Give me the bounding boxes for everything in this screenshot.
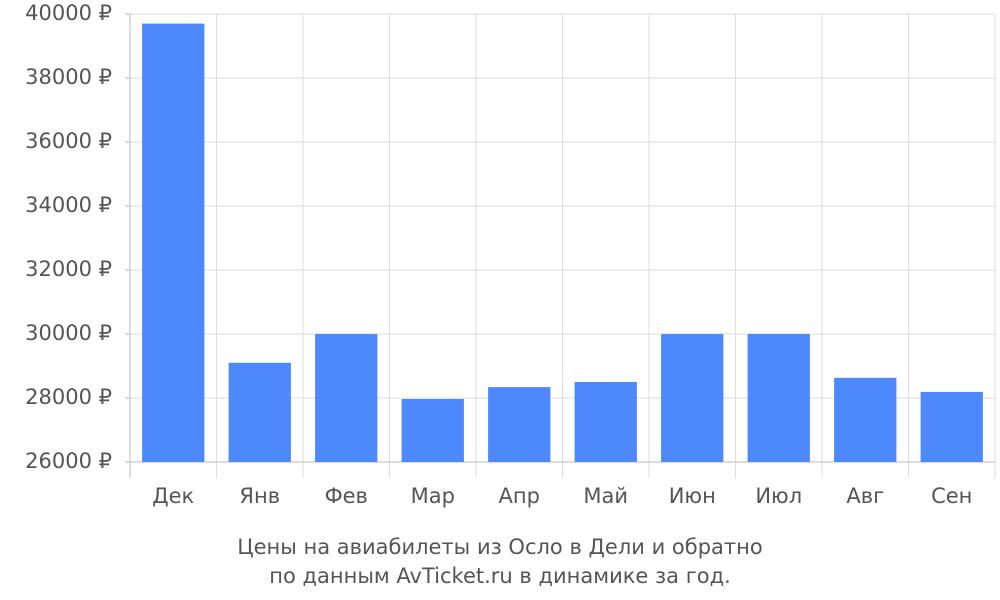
chart-subtitle: по данным AvTicket.ru в динамике за год. bbox=[269, 564, 731, 588]
x-tick-label: Апр bbox=[499, 484, 540, 508]
bar bbox=[315, 334, 378, 462]
x-tick-label: Сен bbox=[931, 484, 972, 508]
y-tick-label: 28000 ₽ bbox=[25, 385, 112, 409]
x-tick-label: Авг bbox=[846, 484, 884, 508]
bar bbox=[747, 334, 810, 462]
bar bbox=[920, 391, 983, 462]
y-tick-label: 30000 ₽ bbox=[25, 321, 112, 345]
x-tick-label: Мар bbox=[411, 484, 455, 508]
bar bbox=[228, 362, 291, 462]
bar bbox=[574, 382, 637, 462]
y-tick-label: 40000 ₽ bbox=[25, 1, 112, 25]
x-tick-label: Дек bbox=[152, 484, 194, 508]
y-tick-label: 32000 ₽ bbox=[25, 257, 112, 281]
chart-title: Цены на авиабилеты из Осло в Дели и обра… bbox=[237, 535, 762, 559]
x-tick-label: Июн bbox=[669, 484, 716, 508]
bar bbox=[142, 23, 205, 462]
bar bbox=[488, 387, 551, 462]
x-tick-label: Янв bbox=[239, 484, 280, 508]
bar bbox=[401, 398, 464, 462]
x-tick-label: Июл bbox=[755, 484, 802, 508]
y-tick-label: 38000 ₽ bbox=[25, 65, 112, 89]
y-tick-label: 36000 ₽ bbox=[25, 129, 112, 153]
y-tick-label: 34000 ₽ bbox=[25, 193, 112, 217]
y-tick-label: 26000 ₽ bbox=[25, 449, 112, 473]
x-tick-label: Май bbox=[583, 484, 628, 508]
bar bbox=[834, 377, 897, 462]
x-tick-label: Фев bbox=[325, 484, 368, 508]
bar bbox=[661, 334, 724, 462]
